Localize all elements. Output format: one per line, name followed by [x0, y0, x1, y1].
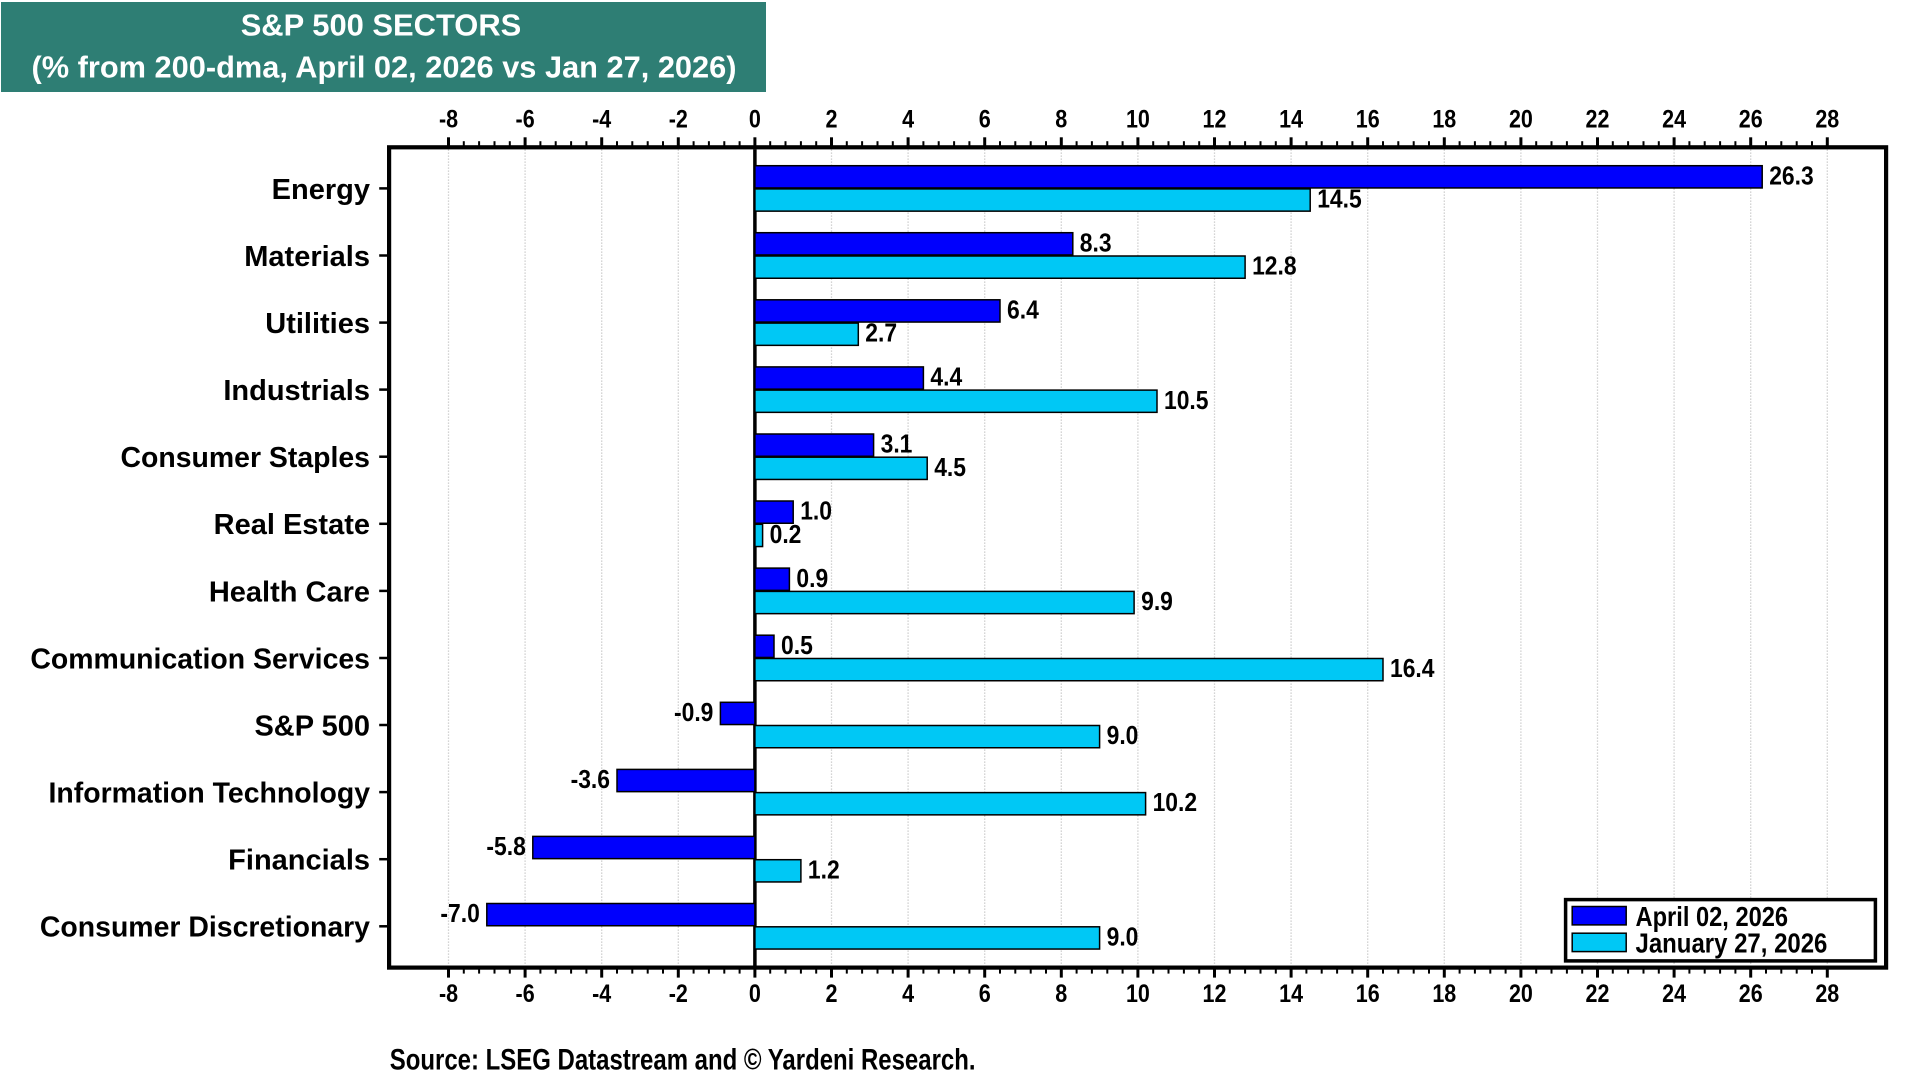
svg-text:4: 4 — [902, 105, 914, 133]
svg-text:4.5: 4.5 — [934, 454, 966, 482]
svg-text:28: 28 — [1815, 105, 1839, 133]
svg-text:2.7: 2.7 — [865, 320, 897, 348]
svg-text:14: 14 — [1279, 980, 1303, 1008]
svg-text:2: 2 — [826, 980, 838, 1008]
svg-text:9.9: 9.9 — [1141, 588, 1173, 616]
svg-text:-5.8: -5.8 — [486, 833, 525, 861]
svg-text:0: 0 — [749, 105, 761, 133]
svg-text:26: 26 — [1739, 980, 1763, 1008]
svg-text:-8: -8 — [439, 980, 458, 1008]
svg-text:-2: -2 — [669, 980, 688, 1008]
svg-text:0.2: 0.2 — [770, 521, 802, 549]
svg-text:-6: -6 — [516, 105, 535, 133]
svg-text:12: 12 — [1203, 980, 1227, 1008]
svg-text:-4: -4 — [592, 105, 611, 133]
svg-text:Materials: Materials — [244, 241, 370, 273]
svg-text:0: 0 — [749, 980, 761, 1008]
svg-text:1.2: 1.2 — [808, 856, 840, 884]
svg-text:28: 28 — [1815, 980, 1839, 1008]
svg-text:8: 8 — [1055, 105, 1067, 133]
svg-text:24: 24 — [1662, 980, 1686, 1008]
svg-text:Consumer Discretionary: Consumer Discretionary — [40, 912, 370, 944]
svg-text:-2: -2 — [669, 105, 688, 133]
svg-text:18: 18 — [1432, 105, 1456, 133]
svg-text:8.3: 8.3 — [1080, 229, 1112, 257]
svg-text:Financials: Financials — [228, 845, 370, 877]
svg-text:10.2: 10.2 — [1153, 789, 1198, 817]
svg-text:-4: -4 — [592, 980, 611, 1008]
svg-text:Utilities: Utilities — [265, 308, 370, 340]
svg-text:0.5: 0.5 — [781, 632, 813, 660]
svg-text:6: 6 — [979, 980, 991, 1008]
svg-text:Industrials: Industrials — [223, 375, 370, 407]
svg-text:S&P 500 SECTORS: S&P 500 SECTORS — [241, 7, 522, 42]
svg-text:-8: -8 — [439, 105, 458, 133]
svg-text:-3.6: -3.6 — [571, 766, 610, 794]
svg-text:8: 8 — [1055, 980, 1067, 1008]
svg-text:10: 10 — [1126, 105, 1150, 133]
svg-text:S&P 500: S&P 500 — [254, 710, 370, 742]
svg-text:Information Technology: Information Technology — [49, 778, 371, 810]
svg-text:(% from 200-dma, April 02, 202: (% from 200-dma, April 02, 2026 vs Jan 2… — [32, 50, 737, 85]
svg-text:-7.0: -7.0 — [440, 900, 479, 928]
svg-text:16: 16 — [1356, 980, 1380, 1008]
svg-text:Consumer Staples: Consumer Staples — [121, 442, 371, 474]
svg-text:26: 26 — [1739, 105, 1763, 133]
svg-text:2: 2 — [826, 105, 838, 133]
svg-text:10.5: 10.5 — [1164, 387, 1209, 415]
svg-text:12: 12 — [1203, 105, 1227, 133]
svg-text:0.9: 0.9 — [796, 565, 828, 593]
svg-text:January 27, 2026: January 27, 2026 — [1636, 927, 1828, 958]
svg-text:26.3: 26.3 — [1769, 162, 1814, 190]
svg-text:3.1: 3.1 — [881, 431, 913, 459]
svg-text:16.4: 16.4 — [1390, 655, 1435, 683]
svg-text:Health Care: Health Care — [209, 576, 370, 608]
svg-text:6.4: 6.4 — [1007, 296, 1040, 324]
svg-text:14: 14 — [1279, 105, 1303, 133]
svg-text:6: 6 — [979, 105, 991, 133]
svg-text:4: 4 — [902, 980, 914, 1008]
svg-text:14.5: 14.5 — [1317, 186, 1362, 214]
svg-text:24: 24 — [1662, 105, 1686, 133]
svg-text:9.0: 9.0 — [1107, 722, 1139, 750]
svg-text:-6: -6 — [516, 980, 535, 1008]
svg-text:12.8: 12.8 — [1252, 253, 1297, 281]
svg-text:9.0: 9.0 — [1107, 923, 1139, 951]
svg-text:-0.9: -0.9 — [674, 699, 713, 727]
svg-text:Source: LSEG Datastream and ©: Source: LSEG Datastream and © Yardeni Re… — [390, 1044, 976, 1077]
svg-text:Energy: Energy — [272, 174, 370, 206]
svg-text:Real Estate: Real Estate — [214, 509, 370, 541]
svg-text:18: 18 — [1432, 980, 1456, 1008]
svg-text:10: 10 — [1126, 980, 1150, 1008]
svg-text:Communication Services: Communication Services — [30, 643, 370, 675]
svg-text:20: 20 — [1509, 105, 1533, 133]
svg-text:16: 16 — [1356, 105, 1380, 133]
svg-text:1.0: 1.0 — [800, 498, 832, 526]
svg-text:20: 20 — [1509, 980, 1533, 1008]
svg-text:April 02, 2026: April 02, 2026 — [1636, 901, 1789, 932]
svg-text:22: 22 — [1586, 105, 1610, 133]
svg-text:4.4: 4.4 — [930, 364, 963, 392]
svg-text:22: 22 — [1586, 980, 1610, 1008]
